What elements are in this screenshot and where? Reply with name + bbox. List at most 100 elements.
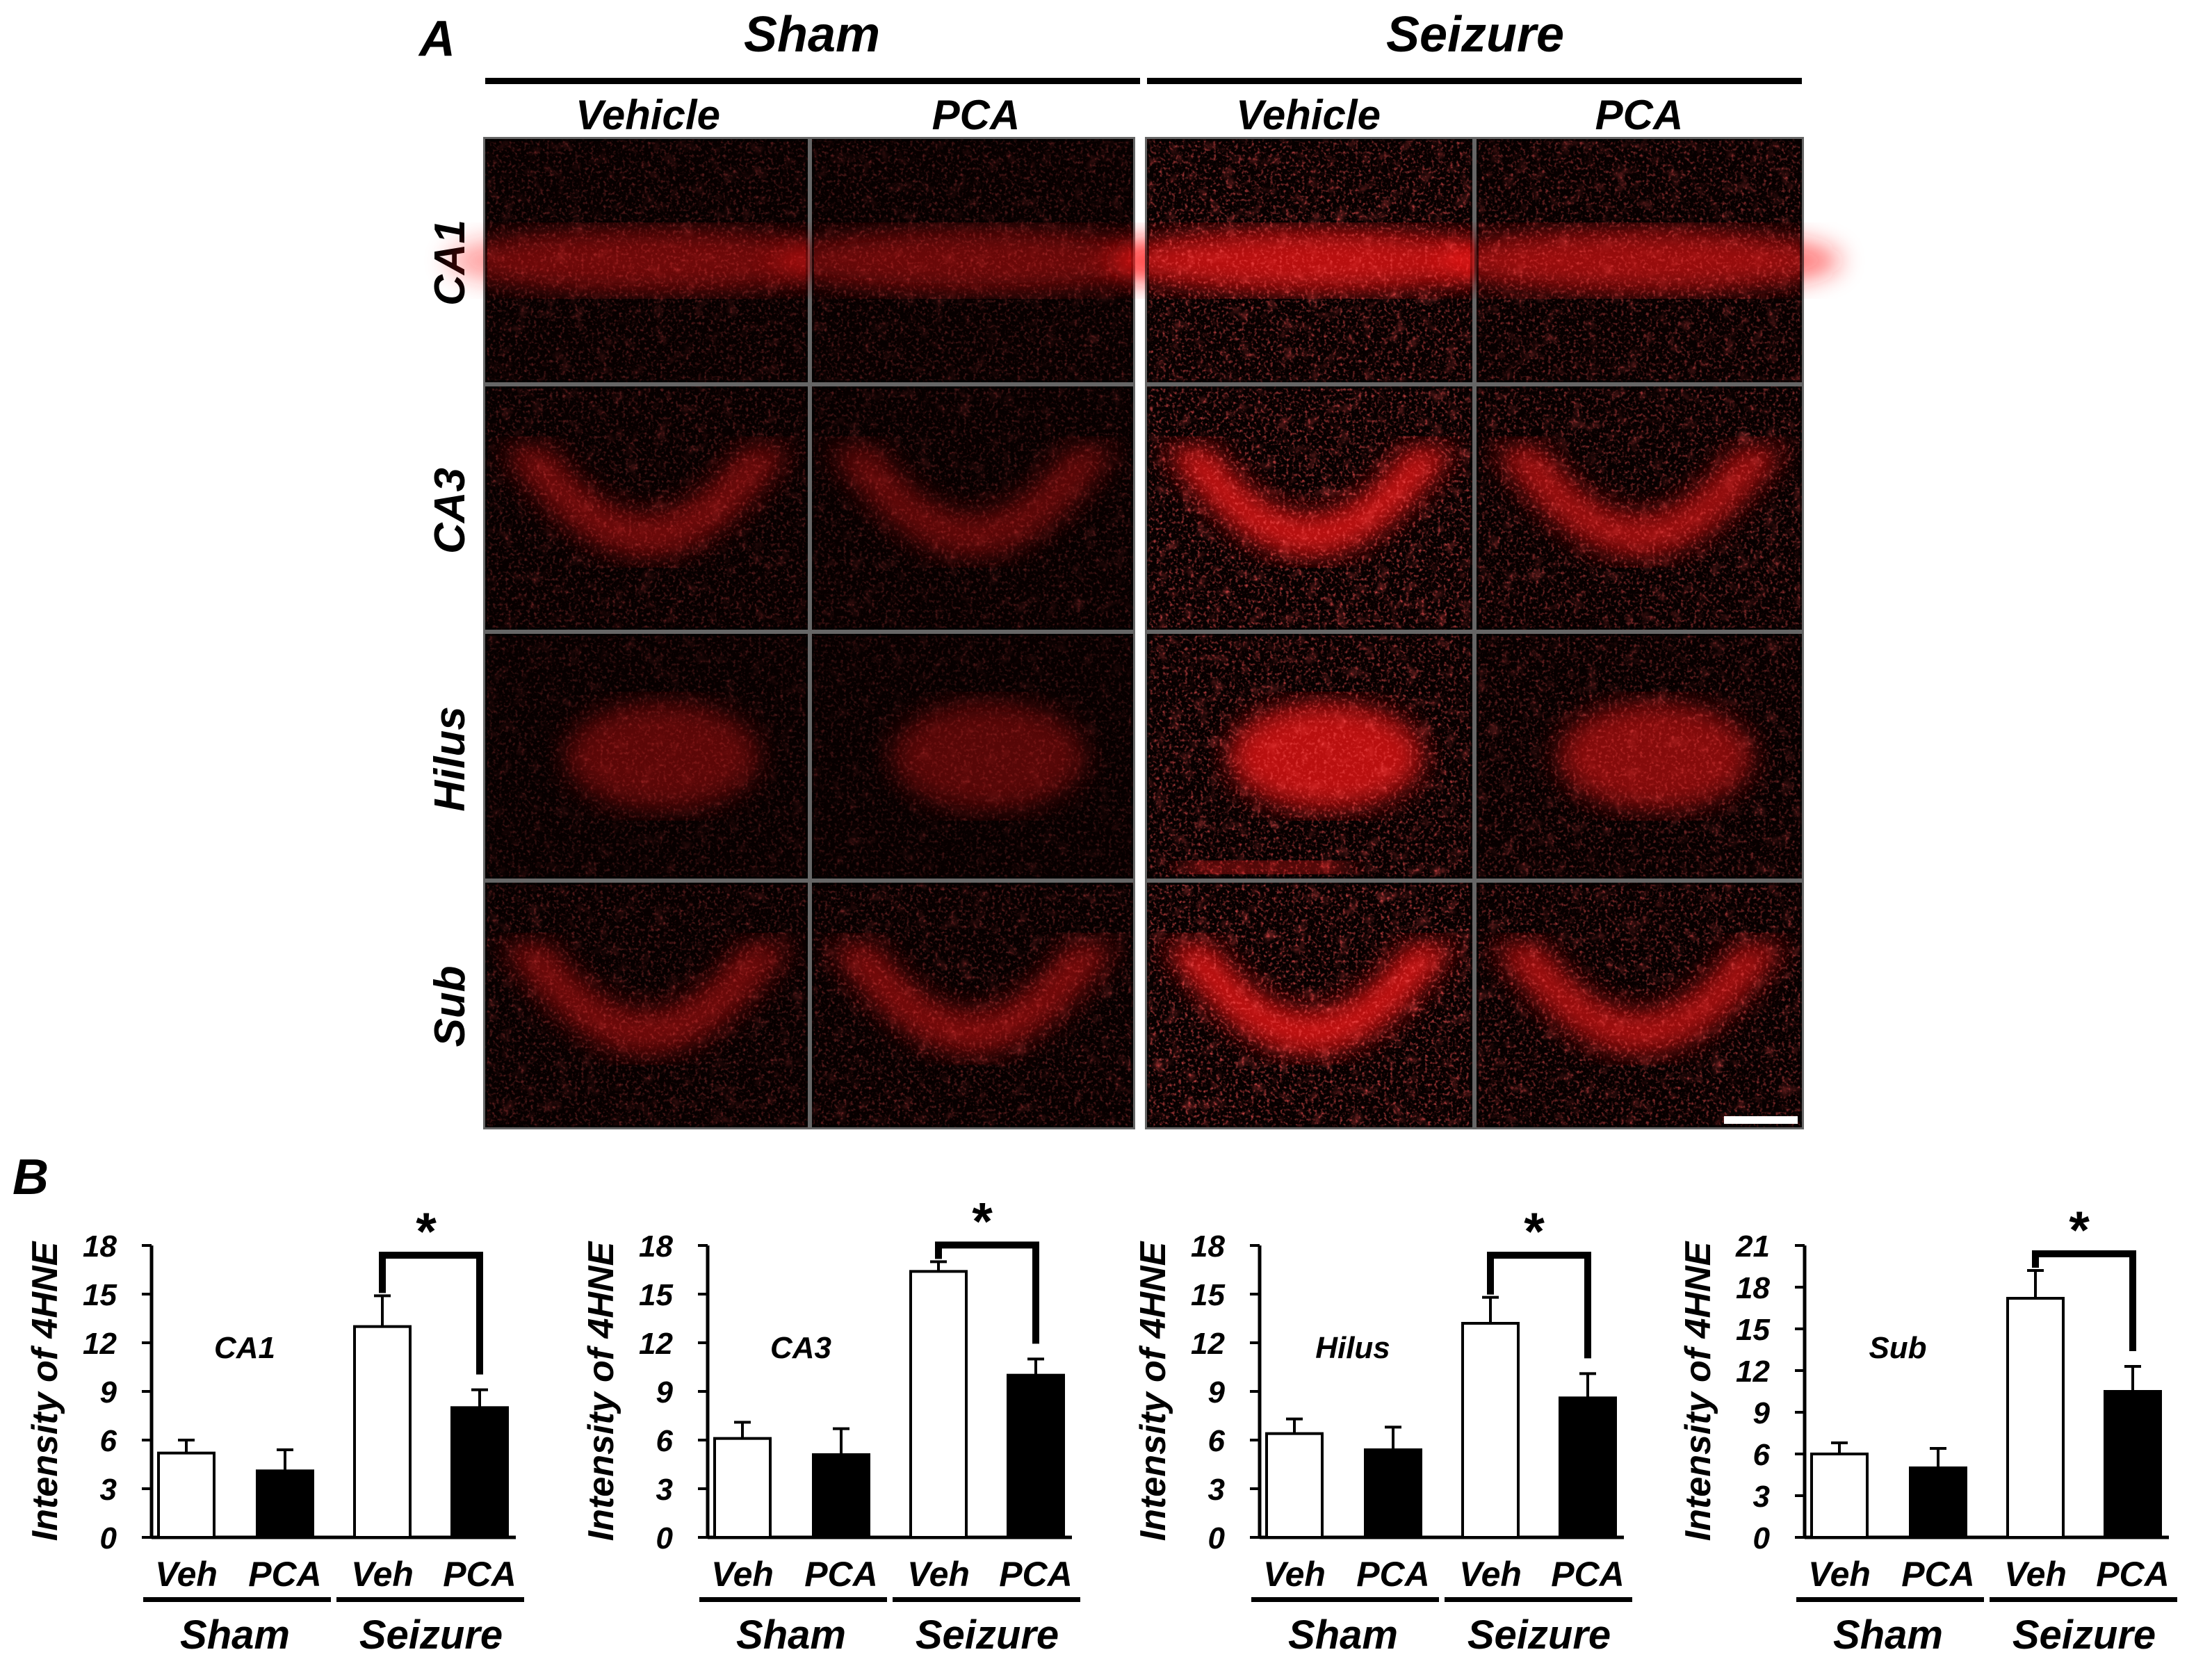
y-tick-label: 3 bbox=[1753, 1480, 1770, 1514]
y-axis-label: Intensity of 4HNE bbox=[581, 1241, 621, 1541]
micrograph-ca3-pca bbox=[1474, 384, 1804, 632]
chart-title: Sub bbox=[1869, 1331, 1926, 1365]
column-label-vehicle: Vehicle bbox=[576, 92, 720, 138]
micrograph-edge-artifact bbox=[1182, 862, 1349, 873]
group-line-sham bbox=[699, 1597, 887, 1602]
y-tick-label: 12 bbox=[1736, 1355, 1770, 1389]
x-tick-label: PCA bbox=[804, 1555, 878, 1594]
x-tick-label: Veh bbox=[1263, 1555, 1326, 1594]
y-tick-label: 12 bbox=[1191, 1327, 1225, 1361]
y-tick-label: 12 bbox=[639, 1327, 673, 1361]
group-label-sham: Sham bbox=[1288, 1612, 1398, 1658]
y-tick-label: 9 bbox=[1753, 1396, 1771, 1430]
micrograph-ca3-pca bbox=[810, 384, 1135, 632]
y-tick-label: 3 bbox=[656, 1473, 673, 1507]
x-tick-label: Veh bbox=[155, 1555, 218, 1594]
micrograph-sub-vehicle bbox=[1145, 881, 1474, 1129]
bar-pca-sham bbox=[1909, 1466, 1967, 1539]
significance-bracket bbox=[1487, 1252, 1591, 1359]
x-tick-label: PCA bbox=[999, 1555, 1073, 1594]
scale-bar bbox=[1724, 1116, 1798, 1124]
x-tick-label: PCA bbox=[443, 1555, 517, 1594]
chart-title: Hilus bbox=[1315, 1331, 1390, 1365]
bar-chart-ca3: Intensity of 4HNE 0 3 6 9 12 15 18 Veh PCA Veh PCA S… bbox=[581, 1192, 1080, 1658]
y-tick-label: 18 bbox=[639, 1229, 673, 1264]
group-line-sham bbox=[1796, 1597, 1984, 1602]
x-tick-label: Veh bbox=[2004, 1555, 2067, 1594]
y-tick-label: 6 bbox=[1208, 1424, 1226, 1458]
micrograph-hilus-pca bbox=[1474, 632, 1804, 881]
group-label-sham: Sham bbox=[180, 1612, 290, 1658]
micrograph-hilus-pca bbox=[810, 632, 1135, 881]
row-label-hilus: Hilus bbox=[426, 706, 474, 812]
significance-star: * bbox=[1522, 1202, 1545, 1261]
micrograph-grid bbox=[446, 137, 1841, 1129]
panel-label-a: A bbox=[418, 11, 455, 67]
x-tick-label: PCA bbox=[1551, 1555, 1625, 1594]
y-tick-label: 3 bbox=[100, 1473, 117, 1507]
micrograph-ca1-pca bbox=[773, 137, 1172, 384]
y-tick-label: 15 bbox=[1736, 1313, 1770, 1347]
y-tick-label: 18 bbox=[83, 1229, 117, 1264]
column-label-pca: PCA bbox=[1595, 92, 1684, 138]
group-label-seizure: Seizure bbox=[1386, 7, 1564, 63]
row-label-sub: Sub bbox=[426, 965, 474, 1047]
y-tick-label: 15 bbox=[1191, 1278, 1225, 1312]
y-axis-label: Intensity of 4HNE bbox=[1678, 1241, 1718, 1541]
x-tick-label: PCA bbox=[248, 1555, 322, 1594]
bar-veh-seizure bbox=[1461, 1322, 1520, 1539]
bar-pca-sham bbox=[256, 1469, 314, 1539]
micrograph-ca1-vehicle bbox=[1107, 137, 1512, 384]
y-tick-label: 6 bbox=[1753, 1438, 1771, 1472]
group-label-seizure: Seizure bbox=[2012, 1612, 2156, 1658]
y-tick-label: 9 bbox=[1208, 1375, 1226, 1409]
y-tick-label: 15 bbox=[83, 1278, 117, 1312]
y-axis-label: Intensity of 4HNE bbox=[25, 1241, 65, 1541]
x-tick-label: Veh bbox=[711, 1555, 774, 1594]
group-label-sham: Sham bbox=[744, 7, 880, 63]
group-line-sham bbox=[485, 78, 1140, 84]
bar-veh-sham bbox=[157, 1451, 215, 1539]
significance-star: * bbox=[2067, 1201, 2090, 1260]
group-label-seizure: Seizure bbox=[359, 1612, 503, 1658]
micrograph-ca1-pca bbox=[1437, 137, 1841, 384]
bar-pca-seizure bbox=[1559, 1396, 1617, 1539]
x-tick-label: Veh bbox=[351, 1555, 414, 1594]
micrograph-hilus-vehicle bbox=[483, 632, 810, 881]
bar-veh-seizure bbox=[2006, 1297, 2065, 1539]
y-tick-label: 0 bbox=[100, 1521, 117, 1555]
bar-veh-sham bbox=[713, 1437, 772, 1539]
group-line-sham bbox=[143, 1597, 331, 1602]
group-line-seizure bbox=[1445, 1597, 1632, 1602]
group-label-sham: Sham bbox=[736, 1612, 846, 1658]
group-label-seizure: Seizure bbox=[916, 1612, 1059, 1658]
bar-pca-seizure bbox=[450, 1406, 509, 1539]
panel-a: A Sham Seizure Vehicle PCA Vehicle PCA C… bbox=[418, 7, 1841, 1129]
micrograph-hilus-vehicle bbox=[1145, 632, 1474, 881]
micrograph-sub-pca bbox=[810, 881, 1135, 1129]
bar-chart-ca1: Intensity of 4HNE 0 3 6 9 12 15 18 Veh PCA Veh PCA S… bbox=[25, 1202, 524, 1658]
group-line-seizure bbox=[1147, 78, 1802, 84]
x-tick-label: Veh bbox=[1459, 1555, 1522, 1594]
y-tick-label: 15 bbox=[639, 1278, 673, 1312]
bar-chart-hilus: Intensity of 4HNE 0 3 6 9 12 15 18 Veh PCA Veh PCA S… bbox=[1133, 1202, 1632, 1658]
panel-b: B Intensity of 4HNE 0 3 6 9 12 15 18 Veh PCA Veh PC… bbox=[13, 1150, 2177, 1658]
micrograph-ca3-vehicle bbox=[1145, 384, 1474, 632]
y-tick-label: 18 bbox=[1191, 1229, 1225, 1264]
significance-bracket bbox=[2032, 1250, 2136, 1351]
group-line-seizure bbox=[893, 1597, 1080, 1602]
x-tick-label: Veh bbox=[1808, 1555, 1871, 1594]
bar-pca-seizure bbox=[1007, 1373, 1065, 1539]
bar-veh-seizure bbox=[353, 1325, 412, 1539]
x-tick-label: PCA bbox=[1356, 1555, 1430, 1594]
micrograph-sub-pca bbox=[1474, 881, 1804, 1129]
bar-veh-sham bbox=[1810, 1453, 1869, 1539]
bar-charts: Intensity of 4HNE 0 3 6 9 12 15 18 Veh PCA Veh PCA S… bbox=[25, 1192, 2177, 1658]
group-line-seizure bbox=[1990, 1597, 2177, 1602]
group-line-sham bbox=[1251, 1597, 1439, 1602]
y-tick-label: 0 bbox=[1208, 1521, 1226, 1555]
micrograph-sub-vehicle bbox=[483, 881, 810, 1129]
y-tick-label: 0 bbox=[1753, 1521, 1771, 1555]
chart-title: CA3 bbox=[770, 1331, 831, 1365]
